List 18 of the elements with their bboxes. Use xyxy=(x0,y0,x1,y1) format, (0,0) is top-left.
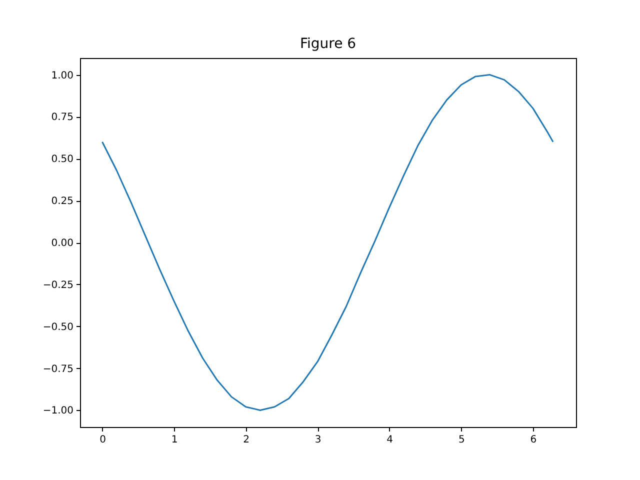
x-tick-label: 0 xyxy=(100,434,106,446)
x-tick-label: 3 xyxy=(314,434,322,446)
y-tick-label: 1.00 xyxy=(51,70,74,82)
line-series xyxy=(102,74,554,411)
y-tick-label: −0.25 xyxy=(42,280,74,291)
x-tick-label: 1 xyxy=(171,434,178,446)
y-tick-label: −0.75 xyxy=(42,364,74,375)
y-tick-label: 0.50 xyxy=(51,154,74,166)
x-tick-label: 6 xyxy=(530,434,537,446)
y-tick-label: −0.50 xyxy=(42,322,74,333)
x-tick-label: 5 xyxy=(458,434,465,446)
y-tick-label: 0.00 xyxy=(51,238,74,249)
y-tick-label: −1.00 xyxy=(42,406,74,417)
y-tick-label: 0.75 xyxy=(51,112,74,124)
y-tick-label: 0.25 xyxy=(51,196,74,208)
x-tick-label: 2 xyxy=(243,434,250,446)
chart-title: Figure 6 xyxy=(300,36,356,52)
x-tick-label: 4 xyxy=(386,434,394,446)
